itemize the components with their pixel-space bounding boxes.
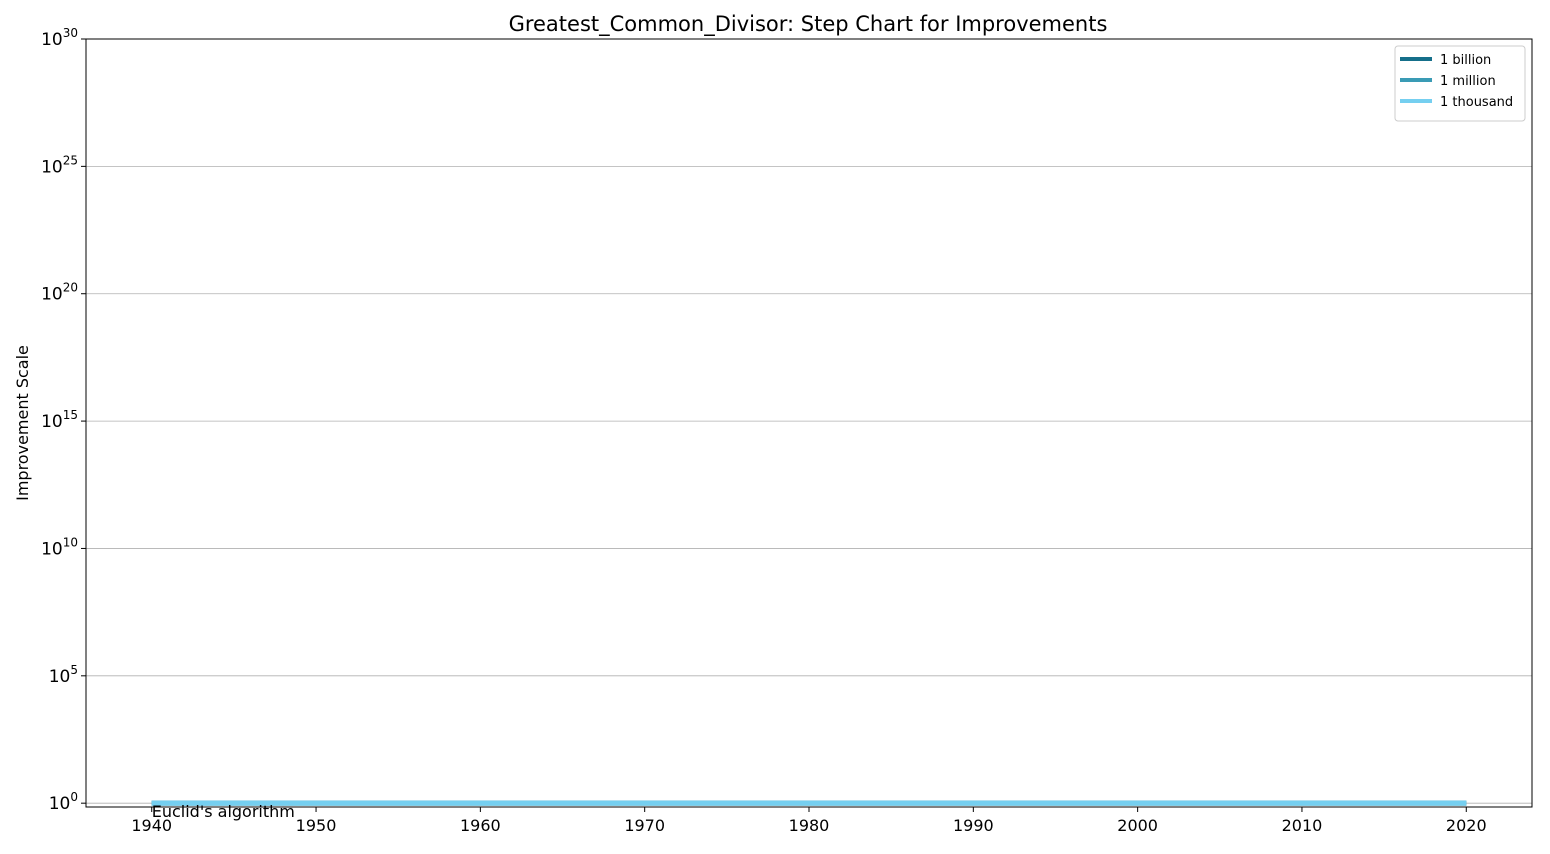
y-tick-label: 100 xyxy=(49,790,78,814)
legend-label: 1 thousand xyxy=(1440,95,1513,110)
x-tick-label: 2000 xyxy=(1117,816,1158,835)
y-tick-exponent: 10 xyxy=(63,535,78,549)
x-tick-label: 2010 xyxy=(1282,816,1323,835)
y-tick-base: 10 xyxy=(41,30,63,50)
y-tick-label: 1020 xyxy=(41,281,78,305)
y-tick-label: 1010 xyxy=(41,535,78,559)
annotation-label: Euclid's algorithm xyxy=(152,802,295,821)
x-tick-label: 1980 xyxy=(789,816,830,835)
y-tick-base: 10 xyxy=(41,412,63,432)
chart-title: Greatest_Common_Divisor: Step Chart for … xyxy=(509,12,1108,37)
y-tick-exponent: 5 xyxy=(70,663,78,677)
y-tick-base: 10 xyxy=(41,157,63,177)
y-tick-base: 10 xyxy=(49,794,71,814)
legend-label: 1 million xyxy=(1440,74,1496,89)
x-tick-label: 1960 xyxy=(460,816,501,835)
legend-label: 1 billion xyxy=(1440,53,1491,68)
annotations: Euclid's algorithm xyxy=(152,802,295,821)
y-tick-exponent: 30 xyxy=(63,26,78,40)
x-tick-label: 1940 xyxy=(131,816,172,835)
legend: 1 billion 1 million 1 thousand xyxy=(1394,45,1526,122)
y-tick-label: 1015 xyxy=(41,408,78,432)
x-tick-label: 1970 xyxy=(624,816,665,835)
y-tick-exponent: 0 xyxy=(70,790,78,804)
y-tick-label: 105 xyxy=(49,663,78,687)
y-tick-exponent: 20 xyxy=(63,281,78,295)
y-tick-label: 1030 xyxy=(41,26,78,50)
y-tick-base: 10 xyxy=(49,667,71,687)
x-tick-label: 1950 xyxy=(296,816,337,835)
x-axis-ticks: 1940 1950 1960 1970 1980 1990 2000 2010 2020 xyxy=(131,807,1487,835)
x-tick-label: 1990 xyxy=(953,816,994,835)
y-tick-base: 10 xyxy=(41,539,63,559)
y-tick-label: 1025 xyxy=(41,153,78,177)
x-tick-label: 2020 xyxy=(1446,816,1487,835)
y-axis-label: Improvement Scale xyxy=(13,345,32,501)
y-tick-base: 10 xyxy=(41,285,63,305)
y-tick-exponent: 15 xyxy=(63,408,78,422)
y-tick-exponent: 25 xyxy=(63,153,78,167)
